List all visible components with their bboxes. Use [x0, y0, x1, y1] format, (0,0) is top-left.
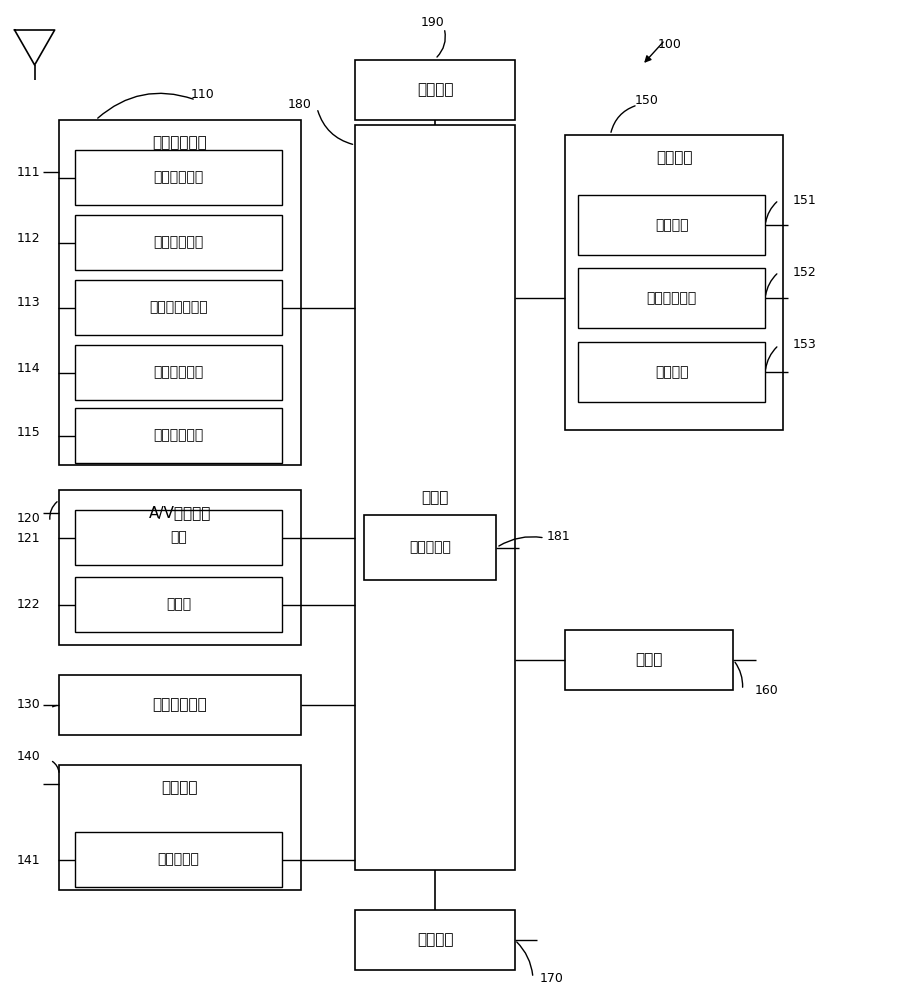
Text: 121: 121 [16, 532, 40, 544]
Text: 100: 100 [658, 38, 681, 51]
Text: 显示单元: 显示单元 [655, 218, 689, 232]
Bar [355, 125, 515, 870]
Text: 麦克风: 麦克风 [166, 597, 191, 611]
Bar [59, 765, 301, 890]
Text: 150: 150 [635, 94, 659, 106]
Bar [59, 120, 301, 465]
Text: 113: 113 [16, 296, 40, 310]
Bar [355, 60, 515, 120]
Text: 115: 115 [16, 426, 40, 440]
Bar [578, 195, 765, 255]
Text: 无线通信单元: 无线通信单元 [152, 135, 208, 150]
Bar [355, 910, 515, 970]
Text: 181: 181 [547, 530, 570, 544]
Bar [75, 215, 282, 270]
Text: 153: 153 [793, 338, 816, 352]
Text: 警报单元: 警报单元 [655, 365, 689, 379]
Text: A/V输入单元: A/V输入单元 [148, 505, 211, 520]
Text: 110: 110 [190, 89, 214, 102]
Text: 111: 111 [16, 165, 40, 178]
Text: 151: 151 [793, 194, 816, 207]
Bar [75, 408, 282, 463]
Text: 152: 152 [793, 265, 816, 278]
Bar [75, 150, 282, 205]
Text: 多媒体模块: 多媒体模块 [410, 540, 451, 554]
Text: 存储器: 存储器 [635, 653, 663, 668]
Bar [75, 510, 282, 565]
Text: 位置信息模块: 位置信息模块 [153, 428, 204, 442]
Text: 输出单元: 输出单元 [656, 150, 692, 165]
Bar [565, 135, 783, 430]
Bar [578, 342, 765, 402]
Text: 180: 180 [288, 99, 312, 111]
Bar [578, 268, 765, 328]
Bar [75, 280, 282, 335]
Text: 控制器: 控制器 [421, 490, 449, 505]
Text: 140: 140 [16, 750, 40, 764]
Text: 用户输入单元: 用户输入单元 [152, 698, 208, 712]
Text: 感测单元: 感测单元 [161, 780, 199, 795]
Text: 141: 141 [16, 854, 40, 866]
Bar [59, 490, 301, 645]
Text: 接口单元: 接口单元 [416, 932, 454, 948]
Bar [565, 630, 733, 690]
Text: 120: 120 [16, 512, 40, 524]
Bar [75, 832, 282, 887]
Text: 160: 160 [754, 684, 778, 696]
Text: 电源单元: 电源单元 [416, 83, 454, 98]
Text: 音频输出模块: 音频输出模块 [647, 291, 697, 305]
Bar [75, 577, 282, 632]
Text: 190: 190 [421, 15, 445, 28]
Text: 170: 170 [539, 972, 563, 984]
Bar [364, 515, 496, 580]
Bar [75, 345, 282, 400]
Text: 接近传感器: 接近传感器 [158, 852, 200, 866]
Text: 114: 114 [16, 361, 40, 374]
Text: 112: 112 [16, 232, 40, 244]
Text: 130: 130 [16, 698, 40, 712]
Text: 广播接收模块: 广播接收模块 [153, 170, 204, 184]
Text: 无线互联网模块: 无线互联网模块 [149, 300, 208, 314]
Text: 照相: 照相 [170, 530, 187, 544]
Text: 移动通信模块: 移动通信模块 [153, 235, 204, 249]
Text: 122: 122 [16, 598, 40, 611]
Bar [59, 675, 301, 735]
Text: 短程通信模块: 短程通信模块 [153, 365, 204, 379]
